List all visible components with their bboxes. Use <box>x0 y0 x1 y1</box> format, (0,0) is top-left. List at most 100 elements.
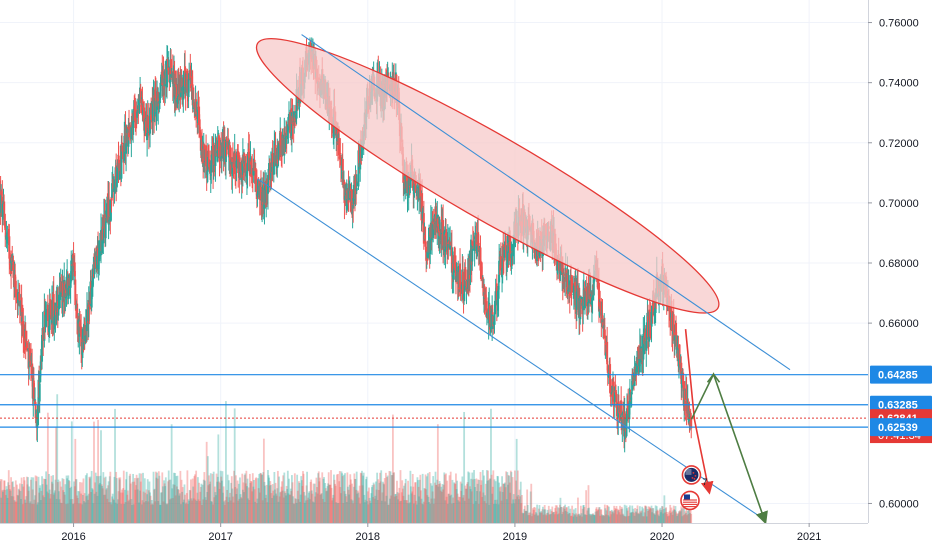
candle-body <box>253 159 256 172</box>
candle-body <box>576 285 579 289</box>
volume-bar <box>514 499 517 523</box>
volume-bar <box>337 502 340 523</box>
candle-body <box>118 163 121 180</box>
volume-bar <box>626 508 628 523</box>
volume-bar <box>442 489 445 523</box>
price-axis[interactable]: 0.600000.660000.680000.700000.720000.740… <box>868 0 932 550</box>
candle-body <box>630 397 633 400</box>
volume-bar <box>303 491 306 523</box>
volume-bar <box>342 502 345 523</box>
volume-bar <box>114 408 116 523</box>
volume-bar <box>491 486 494 523</box>
volume-bar <box>267 475 270 523</box>
volume-bar <box>120 503 123 523</box>
volume-bar <box>40 490 43 523</box>
volume-bar <box>324 483 327 523</box>
volume-bar <box>286 470 289 523</box>
volume-bar <box>578 513 581 523</box>
volume-bar <box>179 470 182 523</box>
candle-body <box>494 302 497 313</box>
candle-body <box>272 162 275 175</box>
volume-bar <box>288 494 291 523</box>
channel-lower-line[interactable] <box>257 178 766 521</box>
candle-body <box>120 144 123 179</box>
candle-body <box>685 385 688 411</box>
candle-body <box>52 294 55 322</box>
volume-bar <box>126 494 129 523</box>
volume-bar <box>645 516 648 523</box>
candle-body <box>461 271 464 301</box>
volume-bar <box>331 497 334 523</box>
volume-bar <box>97 419 99 523</box>
volume-bar <box>372 497 374 523</box>
volume-bar <box>427 473 429 523</box>
candle-body <box>675 322 678 336</box>
volume-bar <box>294 498 297 523</box>
volume-bar <box>264 498 267 523</box>
candle-body <box>47 320 50 331</box>
volume-bar <box>397 499 400 523</box>
volume-bar <box>389 498 391 523</box>
volume-bar <box>519 496 522 523</box>
level-price-tag[interactable] <box>870 365 932 384</box>
time-axis[interactable]: 2016 2017 2018 2019 2020 2021 <box>0 523 932 550</box>
candle-body <box>60 281 63 292</box>
candle-body <box>115 165 118 187</box>
volume-bar <box>434 471 437 523</box>
volume-bar <box>572 509 575 523</box>
flag-nz-icon[interactable]: 7 <box>681 465 707 487</box>
candle-body <box>143 107 146 131</box>
candle-body <box>598 306 601 316</box>
flag-us-icon[interactable] <box>680 490 700 511</box>
volume-bar <box>334 483 337 523</box>
candle-body <box>182 85 185 100</box>
volume-bar <box>664 512 666 523</box>
volume-bar <box>568 513 571 523</box>
candle-body <box>559 258 562 274</box>
projection-arrows[interactable] <box>684 329 768 523</box>
candle-body <box>591 290 594 301</box>
candle-body <box>649 317 652 327</box>
volume-bar <box>533 506 536 523</box>
candle-body <box>35 410 38 415</box>
channel-lines[interactable] <box>257 34 791 521</box>
volume-bar <box>563 508 566 523</box>
candle-body <box>357 150 360 187</box>
candle-body <box>438 223 441 236</box>
volume-bar <box>417 480 419 523</box>
grid-lines <box>0 0 868 523</box>
volume-bar <box>674 506 677 523</box>
volume-bar <box>55 427 57 523</box>
candle-body <box>241 154 244 175</box>
candle-body <box>570 277 573 289</box>
volume-bar <box>349 474 352 523</box>
volume-bar <box>64 484 67 523</box>
candle-body <box>88 307 91 309</box>
candle-body <box>156 91 159 107</box>
candle-body <box>492 316 495 327</box>
volume-bar <box>58 499 61 523</box>
volume-bar <box>359 503 362 523</box>
candle-body <box>238 172 241 174</box>
flag-stripe <box>682 499 697 501</box>
resistance-zone[interactable] <box>237 7 739 344</box>
volume-bar <box>160 492 163 523</box>
volume-bar <box>348 494 351 523</box>
volume-bar <box>232 496 234 523</box>
volume-bar <box>373 498 376 523</box>
channel-upper-line[interactable] <box>301 34 791 371</box>
volume-bar <box>289 488 292 523</box>
volume-bar <box>219 470 222 523</box>
candle-body <box>494 294 497 306</box>
volume-bar <box>639 511 642 523</box>
candle-body <box>167 66 170 68</box>
red-projection-arrow[interactable] <box>684 329 714 495</box>
volume-bar <box>328 484 331 523</box>
resistance-ellipse[interactable] <box>237 7 739 344</box>
level-price-tag[interactable] <box>870 418 932 437</box>
event-badges[interactable]: 7 <box>680 465 707 511</box>
price-levels[interactable] <box>0 374 868 428</box>
candle-body <box>114 179 117 190</box>
volume-bar <box>496 475 499 523</box>
